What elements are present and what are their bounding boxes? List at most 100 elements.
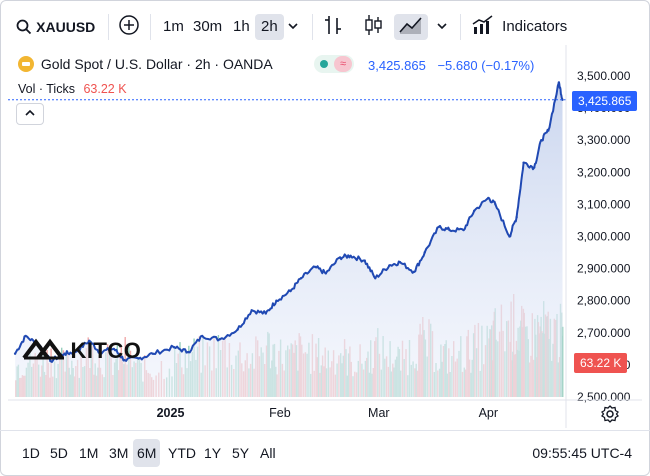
legend-change: −5.680 (−0.17%) [437, 58, 535, 73]
toolbar-divider [460, 14, 461, 40]
range-5y[interactable]: 5Y [232, 445, 250, 461]
range-all[interactable]: All [260, 445, 276, 461]
price-point [289, 289, 292, 293]
range-3m[interactable]: 3M [109, 445, 129, 461]
price-point [437, 225, 441, 229]
price-point [49, 359, 52, 363]
interval-2h[interactable]: 2h [255, 14, 284, 40]
legend-last-price: 3,425.865 [368, 58, 426, 73]
y-tick-label: 2,800.000 [577, 294, 631, 308]
price-point [201, 334, 204, 338]
top-toolbar: XAUUSD 1m 30m 1h 2h Indicators [0, 8, 650, 46]
range-1d[interactable]: 1D [22, 445, 40, 461]
price-point [487, 196, 490, 200]
symbol-name: XAUUSD [36, 19, 96, 35]
range-ytd[interactable]: YTD [168, 445, 196, 461]
range-6m[interactable]: 6M [133, 439, 161, 467]
price-point [412, 270, 416, 273]
clock-timezone[interactable]: 09:55:45 UTC-4 [532, 445, 632, 461]
price-point [264, 312, 267, 315]
legend-title[interactable]: Gold Spot / U.S. Dollar · 2h · OANDA [40, 56, 273, 72]
price-point [299, 277, 303, 280]
toolbar-divider [312, 14, 313, 40]
price-point [423, 251, 426, 254]
legend-toggle[interactable]: ≈ [314, 55, 354, 73]
interval-30m[interactable]: 30m [193, 18, 223, 35]
price-point [515, 216, 518, 219]
price-point [557, 81, 561, 84]
range-1m[interactable]: 1M [79, 445, 99, 461]
add-symbol-button[interactable] [118, 14, 140, 40]
price-point [462, 228, 465, 232]
price-point [236, 328, 239, 331]
price-point [540, 139, 543, 142]
area-chart-icon [399, 17, 422, 34]
interval-1h[interactable]: 1h [233, 18, 250, 35]
gold-icon [18, 56, 34, 72]
area-chart-button[interactable] [394, 14, 428, 40]
add-symbol-icon [119, 15, 139, 35]
price-point [250, 309, 253, 312]
last-price-tag: 3,425.865 [572, 91, 638, 111]
price-point [123, 358, 126, 362]
price-point [218, 338, 222, 341]
indicators-icon [472, 15, 493, 34]
price-point [508, 235, 511, 238]
settings-icon [601, 405, 619, 423]
chevron-down-icon [437, 23, 447, 30]
price-point [314, 265, 317, 269]
kitco-watermark: KITCO [22, 338, 141, 364]
price-point [63, 352, 66, 355]
symbol-search[interactable]: XAUUSD [16, 14, 95, 40]
interval-dropdown[interactable] [287, 14, 299, 40]
wave-icon: ≈ [334, 56, 352, 72]
range-1y[interactable]: 1Y [204, 445, 222, 461]
volume-legend-value: 63.22 K [83, 82, 127, 96]
search-icon [16, 19, 32, 35]
price-line-series [14, 81, 564, 363]
y-tick-label: 2,900.000 [577, 262, 631, 276]
indicators-button[interactable]: Indicators [472, 14, 567, 40]
y-tick-label: 3,500.000 [577, 69, 631, 83]
chart-type-dropdown[interactable] [436, 14, 448, 40]
price-point [522, 161, 525, 164]
bottom-toolbar: 1D 5D 1M 3M 6M YTD 1Y 5Y All 09:55:45 UT… [0, 430, 650, 471]
price-point [112, 347, 116, 351]
range-5d[interactable]: 5D [50, 445, 68, 461]
price-point [494, 203, 497, 206]
chart-legend: Gold Spot / U.S. Dollar · 2h · OANDA [18, 56, 273, 76]
price-point [363, 259, 366, 262]
price-point [73, 350, 77, 354]
volume-tag: 63.22 K [574, 353, 628, 373]
chart-settings-button[interactable] [600, 404, 620, 424]
indicators-label: Indicators [502, 18, 568, 35]
bar-chart-button[interactable] [323, 14, 343, 40]
price-point [24, 334, 27, 338]
price-point [275, 299, 278, 302]
volume-legend-label[interactable]: Vol · Ticks [18, 82, 75, 96]
price-point [151, 352, 154, 355]
y-tick-label: 3,200.000 [577, 165, 631, 179]
candles-icon [365, 15, 382, 35]
y-tick-label: 2,700.000 [577, 326, 631, 340]
volume-bar [562, 326, 564, 397]
legend-values: 3,425.865 −5.680 (−0.17%) [368, 58, 534, 73]
x-tick-label: Mar [368, 406, 390, 420]
price-point [324, 272, 327, 275]
volume-legend: Vol · Ticks 63.22 K [18, 82, 127, 96]
collapse-legend-button[interactable] [16, 103, 44, 125]
interval-1m[interactable]: 1m [163, 18, 184, 35]
price-point [374, 277, 377, 280]
chevron-down-icon [288, 23, 298, 30]
price-point [172, 346, 176, 349]
candles-button[interactable] [362, 14, 384, 40]
price-point [349, 254, 352, 257]
watermark-text: KITCO [70, 338, 142, 363]
y-tick-label: 2,500.000 [577, 390, 631, 404]
x-tick-label: Feb [269, 406, 291, 420]
price-point [13, 352, 17, 355]
toolbar-divider [150, 14, 151, 40]
price-area-fill [15, 82, 563, 398]
x-tick-label: 2025 [157, 406, 185, 420]
